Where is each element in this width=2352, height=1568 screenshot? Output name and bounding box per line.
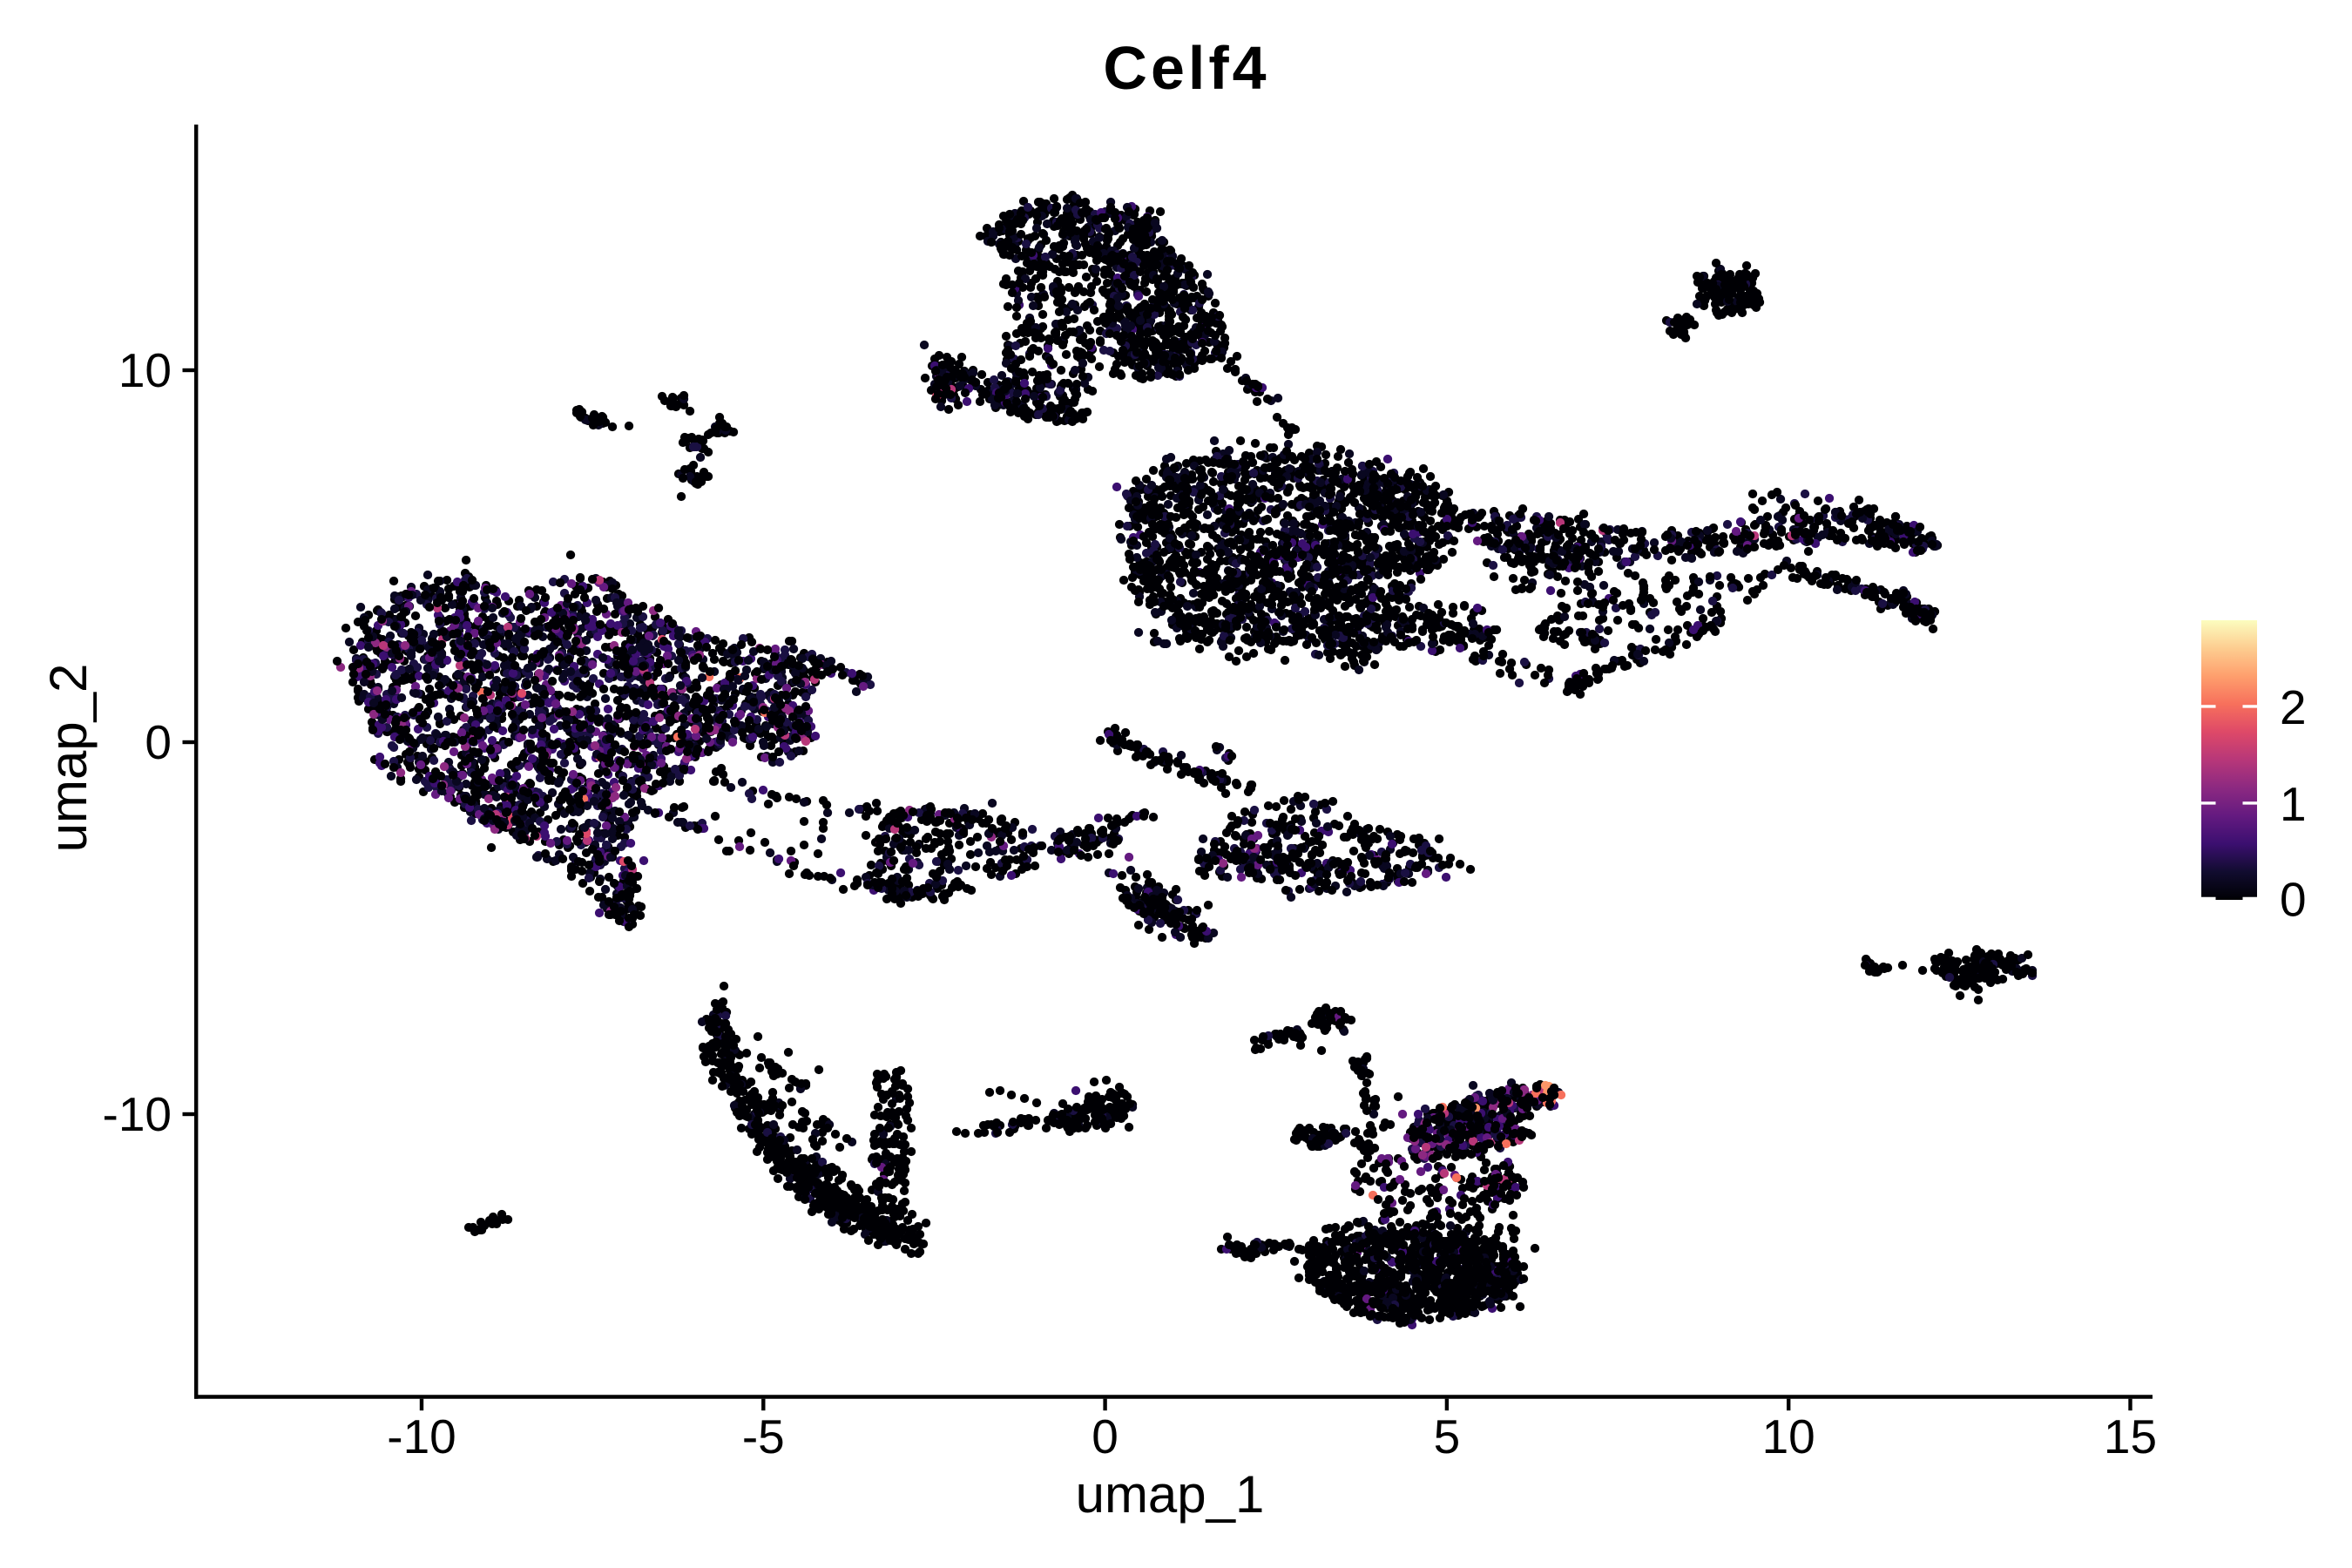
svg-text:0: 0 — [145, 715, 172, 769]
svg-text:-10: -10 — [387, 1409, 456, 1463]
svg-text:umap_2: umap_2 — [39, 664, 98, 853]
svg-text:0: 0 — [2280, 873, 2307, 927]
svg-text:0: 0 — [1092, 1409, 1119, 1463]
svg-text:10: 10 — [1762, 1409, 1815, 1463]
svg-text:1: 1 — [2280, 777, 2307, 831]
svg-text:5: 5 — [1434, 1409, 1461, 1463]
svg-text:15: 15 — [2104, 1409, 2157, 1463]
svg-text:-10: -10 — [103, 1087, 172, 1141]
svg-text:Celf4: Celf4 — [1103, 34, 1269, 102]
svg-text:2: 2 — [2280, 680, 2307, 734]
svg-text:-5: -5 — [742, 1409, 785, 1463]
svg-text:10: 10 — [118, 343, 172, 397]
svg-text:umap_1: umap_1 — [1076, 1465, 1265, 1524]
